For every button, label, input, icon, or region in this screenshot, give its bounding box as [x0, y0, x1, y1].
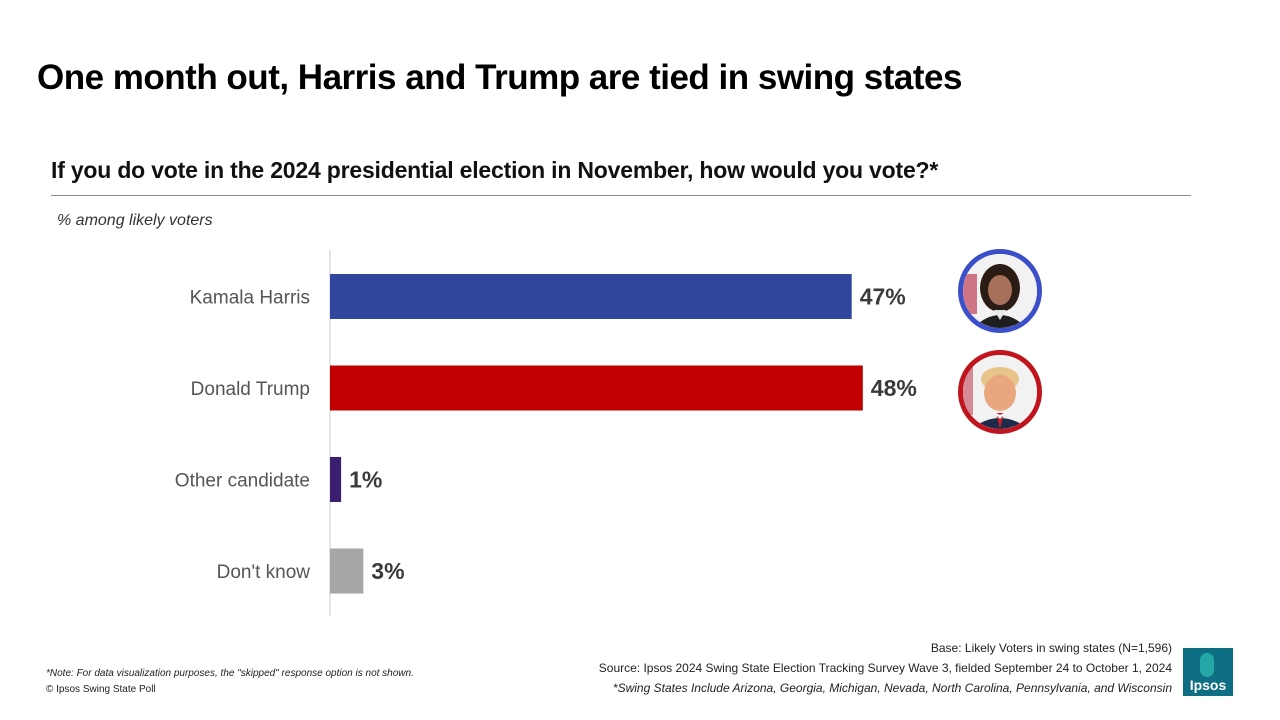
- chart-subtitle: % among likely voters: [57, 212, 213, 229]
- ipsos-logo-text: Ipsos: [1189, 677, 1227, 693]
- chart-title: One month out, Harris and Trump are tied…: [37, 58, 962, 97]
- bar: [330, 457, 342, 502]
- category-label: Other candidate: [175, 471, 310, 492]
- skip-note: *Note: For data visualization purposes, …: [46, 668, 414, 679]
- copyright: © Ipsos Swing State Poll: [46, 684, 156, 695]
- base-note: Base: Likely Voters in swing states (N=1…: [930, 641, 1172, 655]
- data-label: 1%: [349, 467, 382, 493]
- bar: [330, 365, 863, 411]
- bar: [330, 274, 852, 319]
- category-label: Kamala Harris: [190, 288, 310, 309]
- footnotes-left: *Note: For data visualization purposes, …: [46, 666, 414, 698]
- data-label: 47%: [860, 284, 906, 310]
- source-note: Source: Ipsos 2024 Swing State Election …: [598, 661, 1172, 675]
- ipsos-logo-mark: [1200, 653, 1214, 677]
- divider: [51, 195, 1191, 196]
- data-label: 3%: [371, 558, 404, 584]
- category-label: Don't know: [217, 562, 311, 583]
- data-label: 48%: [871, 375, 917, 401]
- ipsos-logo: Ipsos: [1183, 648, 1233, 696]
- bar: [330, 548, 364, 594]
- footnotes-right: Base: Likely Voters in swing states (N=1…: [599, 638, 1172, 698]
- category-label: Donald Trump: [191, 379, 310, 400]
- survey-question: If you do vote in the 2024 presidential …: [51, 157, 939, 183]
- trump-portrait: [958, 350, 1042, 434]
- swing-states-note: *Swing States Include Arizona, Georgia, …: [612, 681, 1172, 695]
- harris-portrait: [958, 249, 1042, 333]
